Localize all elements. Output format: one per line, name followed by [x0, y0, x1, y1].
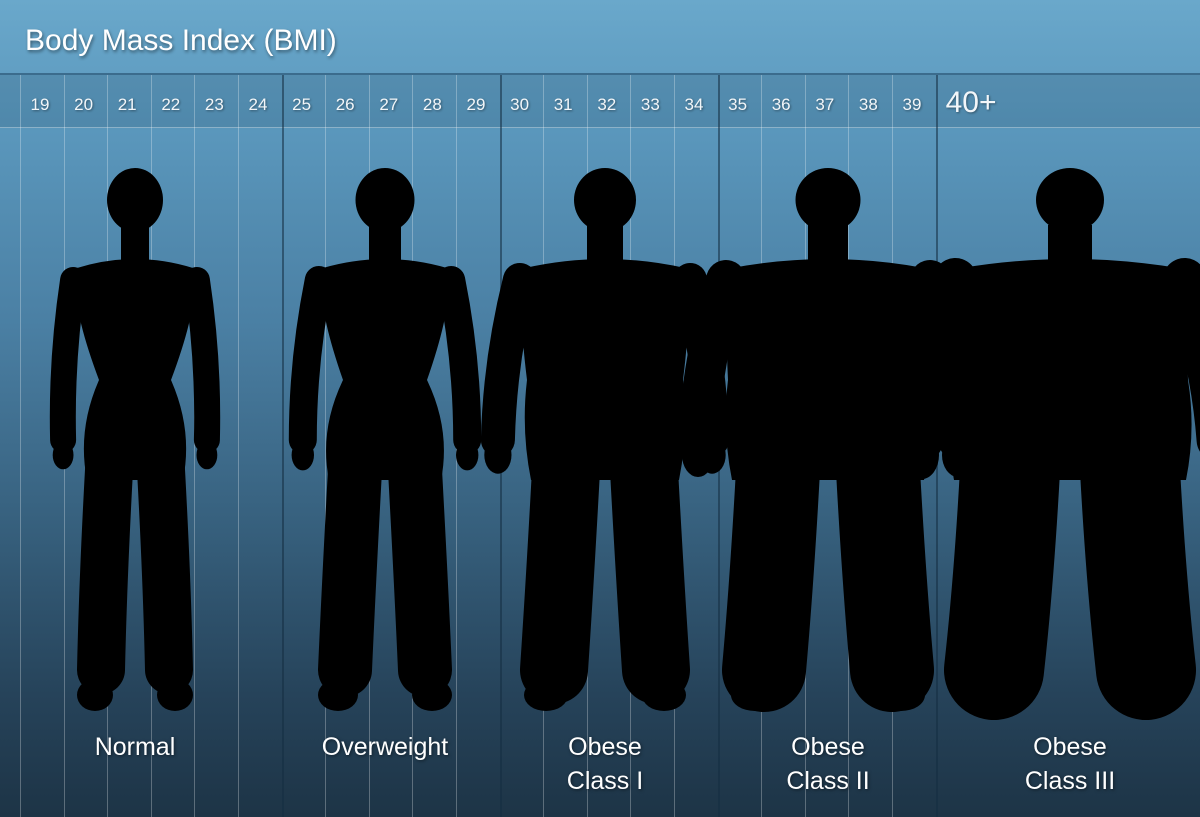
bmi-scale-strip [0, 73, 1200, 128]
bmi-tick-29: 29 [466, 95, 486, 114]
bmi-tick-39: 39 [902, 95, 922, 114]
category-label-line1: Overweight [321, 733, 449, 761]
bmi-tick-19: 19 [30, 95, 50, 114]
category-divider [281, 75, 284, 817]
bmi-tick-37: 37 [815, 95, 835, 114]
category-label-line1: Obese [791, 733, 865, 761]
bmi-tick-33: 33 [640, 95, 660, 114]
grid-line [20, 75, 21, 817]
bmi-tick-20: 20 [74, 95, 94, 114]
silhouette-figure [899, 168, 1200, 720]
bmi-tick-31: 31 [553, 95, 573, 114]
silhouette-figure [288, 168, 482, 711]
bmi-tick-22: 22 [161, 95, 181, 114]
category-label: Obese Class I [505, 730, 705, 798]
category-label-line2: Class I [566, 767, 644, 795]
grid-line [194, 75, 196, 817]
bmi-tick-28: 28 [422, 95, 442, 114]
silhouette-figure [678, 168, 978, 712]
bmi-tick-40-plus: 40+ [945, 86, 997, 119]
bmi-tick-36: 36 [771, 95, 791, 114]
silhouette-figure [49, 168, 221, 711]
bmi-tick-26: 26 [335, 95, 355, 114]
grid-line [325, 75, 327, 817]
category-label: Normal [35, 730, 235, 764]
bmi-tick-27: 27 [379, 95, 399, 114]
bmi-tick-32: 32 [597, 95, 617, 114]
bmi-tick-34: 34 [684, 95, 704, 114]
bmi-tick-38: 38 [858, 95, 878, 114]
grid-line [238, 75, 239, 817]
bmi-tick-21: 21 [117, 95, 137, 114]
bmi-tick-24: 24 [248, 95, 268, 114]
bmi-tick-30: 30 [510, 95, 530, 114]
category-label: Obese Class II [728, 730, 928, 798]
bmi-tick-25: 25 [292, 95, 312, 114]
page-title: Body Mass Index (BMI) [25, 24, 337, 57]
category-label-line2: Class II [786, 767, 870, 795]
bmi-tick-23: 23 [204, 95, 224, 114]
category-label-line1: Obese [568, 733, 642, 761]
category-label: Obese Class III [970, 730, 1170, 798]
category-label-line1: Normal [94, 733, 176, 761]
bmi-tick-35: 35 [728, 95, 748, 114]
category-label-line1: Obese [1033, 733, 1107, 761]
category-label-line2: Class III [1024, 767, 1116, 795]
category-label: Overweight [285, 730, 485, 764]
